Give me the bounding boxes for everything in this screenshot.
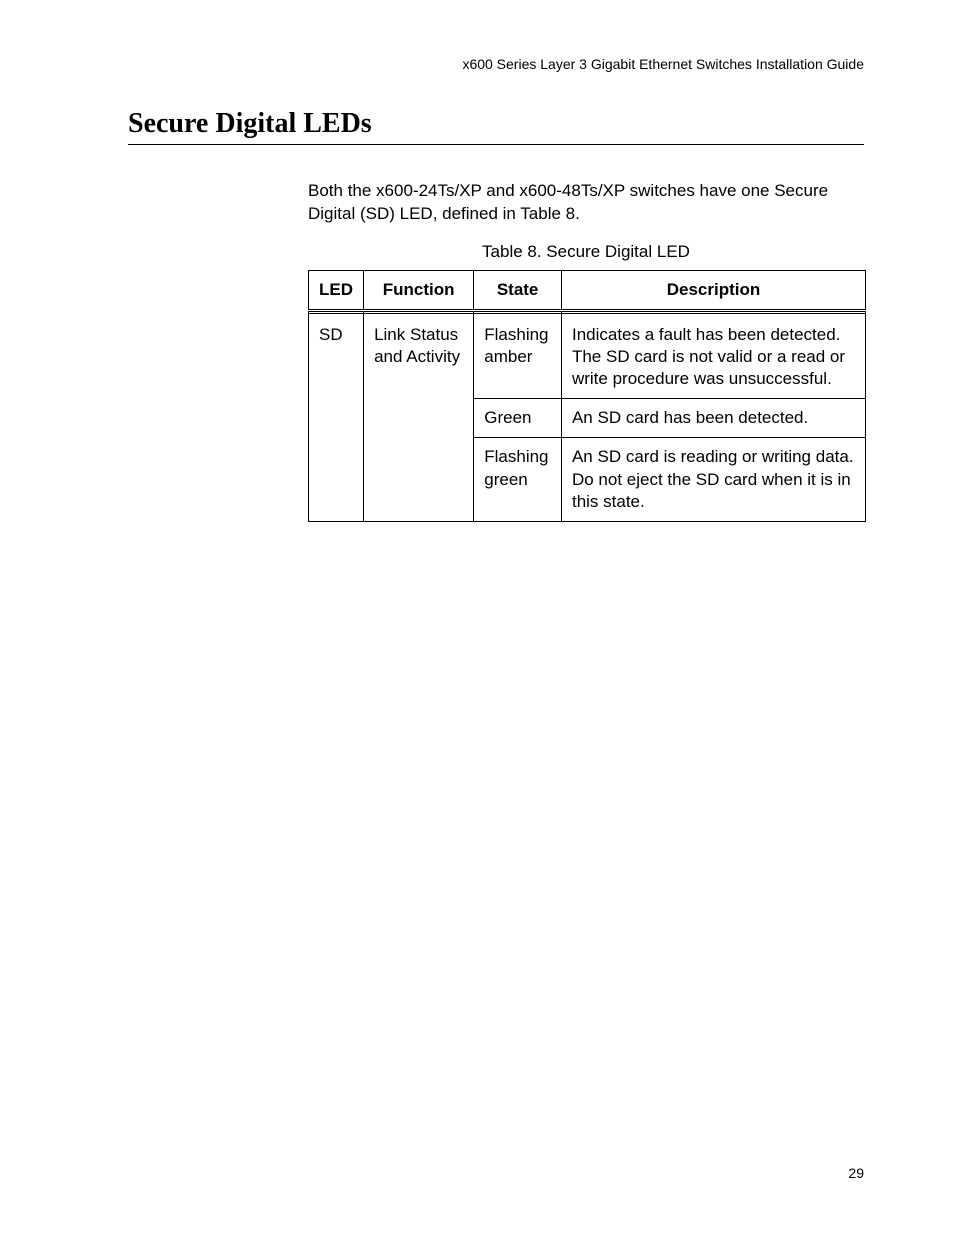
table-row: SD Link Status and Activity Flashing amb… — [309, 311, 866, 399]
page: x600 Series Layer 3 Gigabit Ethernet Swi… — [0, 0, 954, 1235]
cell-function: Link Status and Activity — [364, 311, 474, 522]
cell-state: Green — [474, 399, 562, 438]
col-header-function: Function — [364, 271, 474, 311]
page-number: 29 — [848, 1165, 864, 1181]
col-header-state: State — [474, 271, 562, 311]
heading-rule — [128, 144, 864, 145]
table-caption: Table 8. Secure Digital LED — [308, 242, 864, 262]
col-header-led: LED — [309, 271, 364, 311]
cell-state: Flashing green — [474, 438, 562, 521]
cell-description: Indicates a fault has been detected. The… — [561, 311, 865, 399]
section-heading: Secure Digital LEDs — [128, 108, 864, 140]
led-table: LED Function State Description SD Link S… — [308, 270, 866, 522]
cell-state: Flashing amber — [474, 311, 562, 399]
cell-description: An SD card has been detected. — [561, 399, 865, 438]
col-header-description: Description — [561, 271, 865, 311]
table-header-row: LED Function State Description — [309, 271, 866, 311]
section-heading-block: Secure Digital LEDs — [128, 108, 864, 145]
cell-description: An SD card is reading or writing data. D… — [561, 438, 865, 521]
intro-paragraph: Both the x600-24Ts/XP and x600-48Ts/XP s… — [308, 180, 864, 226]
cell-led: SD — [309, 311, 364, 522]
running-head: x600 Series Layer 3 Gigabit Ethernet Swi… — [462, 56, 864, 72]
